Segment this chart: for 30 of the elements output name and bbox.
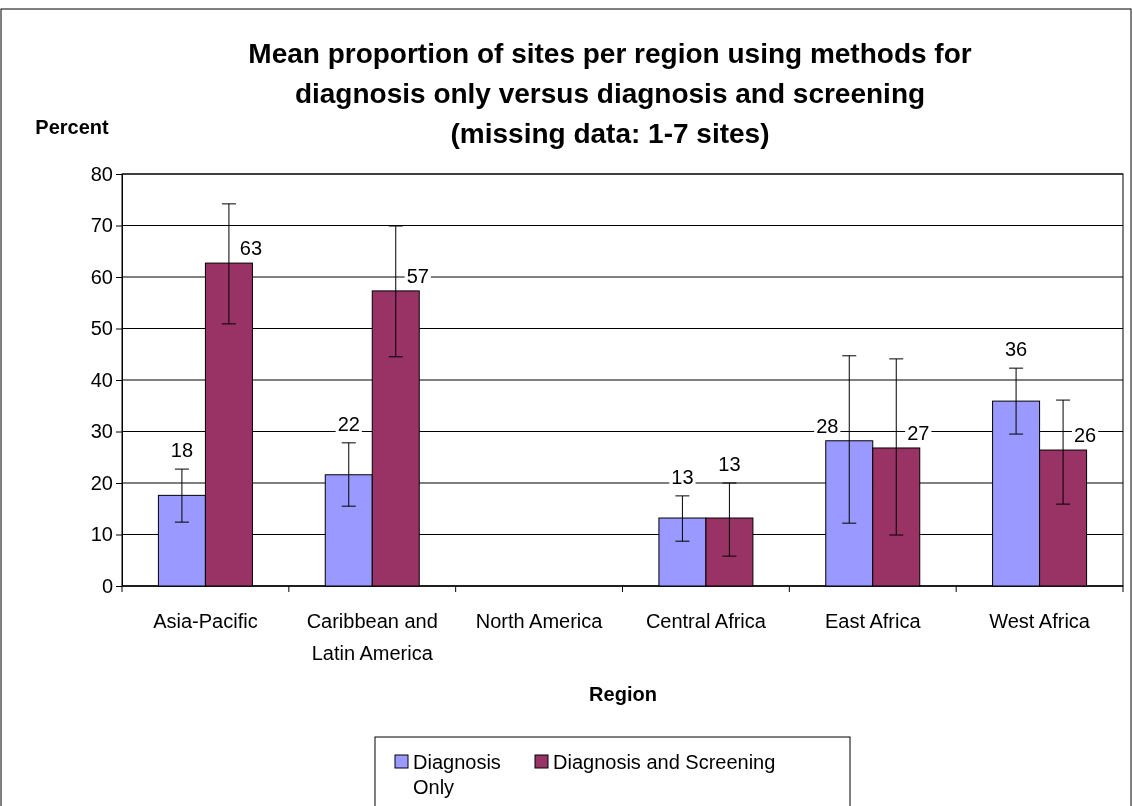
y-tick-label: 60 [90,265,113,288]
y-tick-label: 70 [90,214,113,237]
x-tick-label: North America [475,610,604,632]
y-tick-label: 50 [90,317,113,340]
data-label: 63 [239,237,263,260]
legend-label: Diagnosis Only [413,751,501,798]
data-label: 26 [1073,424,1097,447]
chart-title: Mean proportion of sites per region using methods for diagnosis only versus diagnosis and screening (missing data: 1-7 sites) [248,38,972,149]
x-tick-label: West Africa [989,610,1091,632]
y-tick-label: 40 [90,368,113,391]
data-label: 57 [406,264,429,287]
data-label: 13 [671,465,694,488]
x-tick-label: Central Africa [645,610,767,632]
data-label: 27 [907,421,930,444]
y-tick-label: 80 [90,162,113,185]
data-label: 13 [718,453,741,475]
x-tick-label: East Africa [824,610,922,632]
legend-label: Diagnosis and Screening [553,751,776,773]
x-axis-title: Region [589,683,657,705]
y-tick-label: 30 [90,420,113,443]
data-label: 36 [1004,338,1028,361]
x-tick-label: Caribbean and Latin America [306,610,438,664]
y-tick-label: 20 [90,471,113,494]
data-label: 28 [816,414,839,437]
x-tick-label: Asia-Pacific [153,610,258,632]
data-label: 22 [337,412,360,435]
y-axis-title: Percent [35,116,110,138]
y-tick-label: 10 [90,523,113,546]
data-label: 18 [170,439,194,462]
y-tick-label: 0 [101,574,113,597]
